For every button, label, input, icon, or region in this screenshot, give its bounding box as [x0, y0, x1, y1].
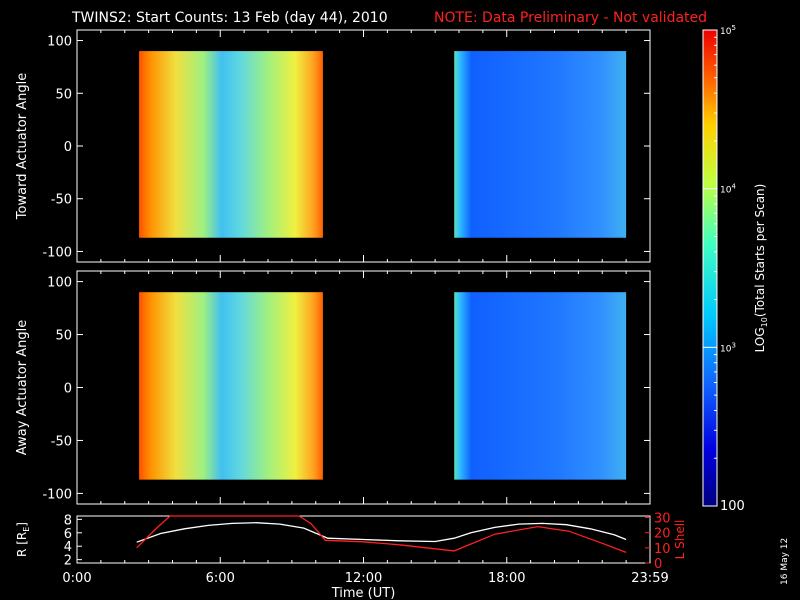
radius-line: [136, 522, 627, 543]
lshell-tick-label: 10: [654, 542, 671, 557]
toward-angle-panel: 100 50 0 -50 -100 Toward Actuator Angle: [15, 29, 651, 263]
radius-tick-label: 8: [64, 513, 72, 528]
colorbar-tick-label: 103: [720, 341, 736, 354]
lshell-tick-label: 30: [654, 512, 671, 527]
away-data-block-0: [139, 292, 323, 480]
time-tick-label: 12:00: [345, 571, 382, 586]
colorbar: 105 104 103 100 LOG10(Total Starts per Scan): [702, 24, 769, 514]
toward-ytick-label: 50: [55, 87, 72, 102]
colorbar-gradient: [703, 30, 717, 506]
colorbar-bottom-label: 100: [720, 499, 745, 514]
away-ytick-label: -50: [51, 434, 72, 449]
lshell-line: [136, 515, 627, 554]
away-angle-panel: 100 50 0 -50 -100 Away Actuator Angle: [15, 270, 651, 505]
time-tick-label: 23:59: [631, 571, 668, 586]
figure-title: TWINS2: Start Counts: 13 Feb (day 44), 2…: [71, 10, 388, 26]
radius-axis-label: R [RE]: [15, 522, 31, 557]
radius-tick-label: 2: [64, 554, 72, 569]
time-tick-label: 18:00: [488, 571, 525, 586]
radius-tick-label: 4: [64, 540, 72, 555]
time-axis-label: Time (UT): [331, 586, 396, 600]
away-ytick-label: 50: [55, 329, 72, 344]
toward-ylabel: Toward Actuator Angle: [15, 73, 30, 220]
toward-ytick-label: -100: [42, 245, 72, 260]
time-tick-label: 6:00: [206, 571, 235, 586]
toward-ytick-label: -50: [51, 193, 72, 208]
away-ytick-label: 0: [64, 382, 72, 397]
toward-data-block-0: [139, 51, 323, 238]
toward-ytick-label: 0: [64, 140, 72, 155]
time-tick-label: 0:00: [62, 571, 91, 586]
away-ytick-label: 100: [47, 276, 72, 291]
colorbar-tick-label: 105: [720, 24, 736, 37]
away-ylabel: Away Actuator Angle: [15, 320, 30, 455]
away-ytick-label: -100: [42, 487, 72, 502]
date-stamp: 16 May 12: [780, 538, 790, 585]
preliminary-note: NOTE: Data Preliminary - Not validated: [434, 10, 707, 26]
away-data-block-1: [454, 292, 627, 480]
lshell-axis-label: L Shell: [673, 520, 687, 560]
toward-data-block-1: [454, 51, 627, 238]
lshell-tick-label: 0: [654, 557, 662, 572]
radius-tick-label: 6: [64, 527, 72, 542]
lshell-tick-label: 20: [654, 527, 671, 542]
colorbar-tick-label: 104: [720, 183, 736, 196]
colorbar-label: LOG10(Total Starts per Scan): [753, 184, 769, 353]
toward-ytick-label: 100: [47, 35, 72, 50]
